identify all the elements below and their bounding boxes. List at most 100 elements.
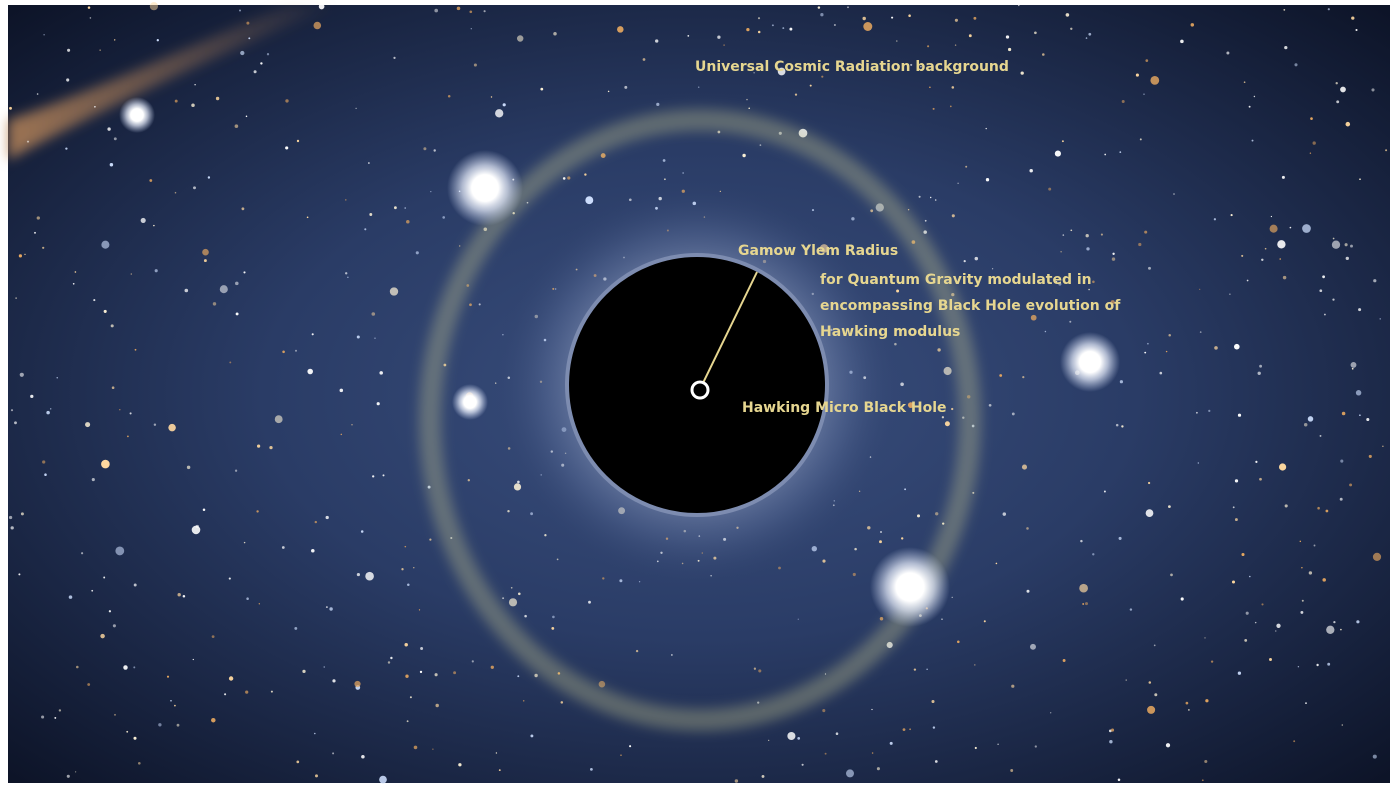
- star: [1065, 13, 1070, 17]
- star: [1300, 610, 1304, 614]
- star: [43, 34, 45, 36]
- star: [42, 460, 46, 464]
- star: [56, 377, 58, 379]
- star: [1259, 364, 1263, 368]
- star: [379, 775, 387, 784]
- star: [957, 640, 960, 644]
- star: [356, 573, 360, 577]
- star: [748, 107, 750, 110]
- star: [345, 272, 348, 275]
- star: [1241, 254, 1244, 257]
- star: [420, 647, 424, 650]
- star: [306, 216, 309, 219]
- star: [154, 269, 158, 273]
- star: [394, 206, 397, 210]
- star: [458, 245, 461, 247]
- star: [1062, 659, 1066, 662]
- star: [1275, 630, 1277, 632]
- star: [1316, 663, 1319, 667]
- star: [311, 548, 315, 553]
- star: [954, 18, 958, 22]
- star: [1303, 423, 1308, 427]
- star: [943, 366, 952, 376]
- star: [176, 723, 180, 727]
- star: [24, 253, 26, 256]
- radius-label: Gamow Ylem Radius: [738, 243, 898, 259]
- star: [1204, 759, 1208, 764]
- star: [1249, 575, 1251, 578]
- star: [1269, 658, 1272, 661]
- star: [339, 388, 344, 393]
- star: [941, 618, 943, 620]
- star: [1284, 504, 1288, 508]
- star: [1085, 37, 1088, 39]
- star: [927, 45, 930, 48]
- star: [896, 40, 898, 42]
- star: [41, 715, 45, 719]
- star: [1205, 699, 1209, 703]
- star: [516, 35, 524, 42]
- bright-star: [447, 150, 523, 226]
- star: [14, 421, 17, 425]
- star: [1110, 300, 1115, 305]
- star: [742, 153, 746, 158]
- star: [332, 679, 336, 683]
- star: [585, 196, 594, 205]
- star: [1234, 479, 1239, 483]
- star: [1359, 414, 1361, 417]
- bright-star: [119, 97, 155, 133]
- star: [717, 35, 721, 39]
- star: [186, 465, 191, 470]
- star: [1154, 693, 1158, 697]
- star: [852, 572, 856, 577]
- star: [985, 178, 990, 182]
- star: [1029, 168, 1033, 173]
- star: [93, 299, 96, 302]
- star: [1111, 257, 1116, 261]
- star: [918, 195, 921, 198]
- star: [1159, 371, 1163, 375]
- star: [382, 474, 385, 477]
- star: [851, 217, 855, 221]
- star: [1251, 139, 1254, 142]
- star: [1345, 121, 1351, 127]
- star: [389, 287, 399, 296]
- star: [295, 349, 297, 352]
- star: [1109, 739, 1113, 744]
- star: [447, 95, 451, 98]
- star: [379, 371, 383, 375]
- star: [478, 303, 481, 306]
- star: [1234, 518, 1238, 522]
- star: [787, 731, 796, 741]
- star: [1021, 464, 1028, 470]
- star: [1259, 477, 1262, 481]
- description-line: Hawking modulus: [820, 324, 960, 340]
- star: [833, 23, 836, 27]
- star: [1226, 51, 1230, 55]
- star: [302, 669, 306, 674]
- star: [281, 546, 285, 549]
- star: [430, 190, 432, 193]
- star: [552, 615, 555, 619]
- star: [1180, 597, 1184, 601]
- star: [168, 423, 176, 432]
- star: [203, 259, 207, 263]
- star: [1092, 280, 1095, 284]
- star: [434, 673, 438, 677]
- star: [1061, 140, 1064, 143]
- star: [1341, 411, 1346, 416]
- star: [1297, 666, 1300, 668]
- star: [1327, 662, 1331, 666]
- star: [94, 105, 96, 108]
- star: [937, 348, 941, 352]
- star: [435, 703, 439, 708]
- star: [1150, 76, 1160, 85]
- star: [133, 736, 137, 740]
- star: [228, 676, 234, 681]
- star: [1034, 745, 1037, 748]
- star: [490, 665, 494, 669]
- star: [656, 102, 660, 107]
- star: [835, 732, 839, 735]
- star: [229, 361, 232, 364]
- star: [126, 730, 129, 733]
